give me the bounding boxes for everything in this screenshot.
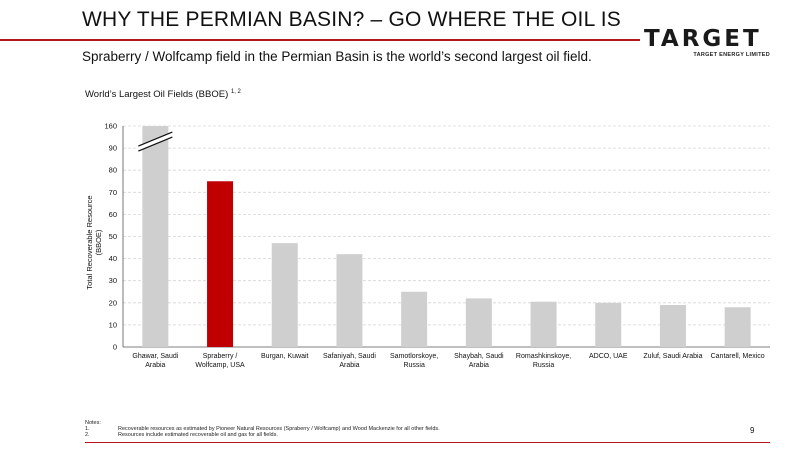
x-tick-label: Burgan, Kuwait	[261, 353, 309, 360]
y-tick-label: 0	[113, 343, 117, 352]
y-tick-label: 80	[109, 166, 117, 175]
y-tick-label: 90	[109, 144, 117, 153]
chart-title-superscript: 1, 2	[230, 89, 241, 95]
note-2-text: Resources include estimated recoverable …	[118, 432, 278, 438]
x-tick-label: Shaybah, Saudi Arabia	[454, 353, 504, 369]
bar-4	[401, 291, 428, 347]
y-tick-label: 20	[109, 298, 117, 307]
bar-9	[724, 307, 751, 347]
x-tick-label: Cantarell, Mexico	[711, 353, 765, 360]
x-tick-label: Ghawar, Saudi Arabia	[132, 353, 178, 369]
page-number: 9	[750, 426, 755, 435]
y-tick-label: 70	[109, 188, 117, 197]
title-rule	[0, 39, 640, 41]
x-tick-label: Zuluf, Saudi Arabia	[643, 353, 702, 360]
x-tick-label: Romashkinskoye, Russia	[516, 353, 571, 369]
bar-0	[142, 126, 169, 347]
bar-1	[207, 181, 234, 347]
y-tick-label: 40	[109, 254, 117, 263]
target-logo: TARGET TARGET ENERGY LIMITED	[644, 26, 772, 62]
slide-title: WHY THE PERMIAN BASIN? – GO WHERE THE OI…	[82, 8, 621, 31]
note-2-number: 2.	[85, 432, 90, 438]
bar-5	[465, 298, 492, 347]
y-tick-label: 10	[109, 320, 117, 329]
chart-title-text: World’s Largest Oil Fields (BBOE)	[85, 89, 229, 101]
bar-6	[530, 301, 557, 347]
chart-title: World’s Largest Oil Fields (BBOE) 1, 2	[85, 89, 241, 100]
note-1-text: Recoverable resources as estimated by Pi…	[118, 426, 440, 432]
logo-tagline: TARGET ENERGY LIMITED	[693, 52, 770, 58]
bar-7	[595, 302, 622, 347]
axis-break-mark	[138, 136, 173, 152]
x-tick-label: Safaniyah, Saudi Arabia	[323, 353, 376, 369]
notes: Notes: 1. Recoverable resources as estim…	[85, 420, 440, 438]
y-tick-label: 50	[109, 232, 117, 241]
bar-3	[336, 254, 363, 347]
axis-break-mark	[138, 131, 173, 147]
bar-2	[271, 243, 298, 347]
bar-8	[659, 305, 686, 347]
note-2: 2. Resources include estimated recoverab…	[85, 432, 278, 438]
y-tick-label: 30	[109, 276, 117, 285]
y-axis-label: Total Recoverable Resource(BBOE)	[85, 195, 103, 289]
footer-rule	[85, 442, 770, 443]
note-1: 1. Recoverable resources as estimated by…	[85, 426, 440, 432]
x-tick-label: Spraberry / Wolfcamp, USA	[195, 353, 245, 369]
x-tick-label: Samotlorskoye, Russia	[390, 353, 438, 369]
notes-heading: Notes:	[85, 420, 101, 426]
y-tick-label: 160	[104, 122, 117, 131]
slide-subtitle: Spraberry / Wolfcamp field in the Permia…	[82, 49, 592, 64]
logo-wordmark: TARGET	[644, 26, 762, 52]
y-tick-label: 60	[109, 210, 117, 219]
note-1-number: 1.	[85, 426, 90, 432]
axis-break-gap	[138, 132, 173, 152]
x-tick-label: ADCO, UAE	[589, 353, 628, 360]
